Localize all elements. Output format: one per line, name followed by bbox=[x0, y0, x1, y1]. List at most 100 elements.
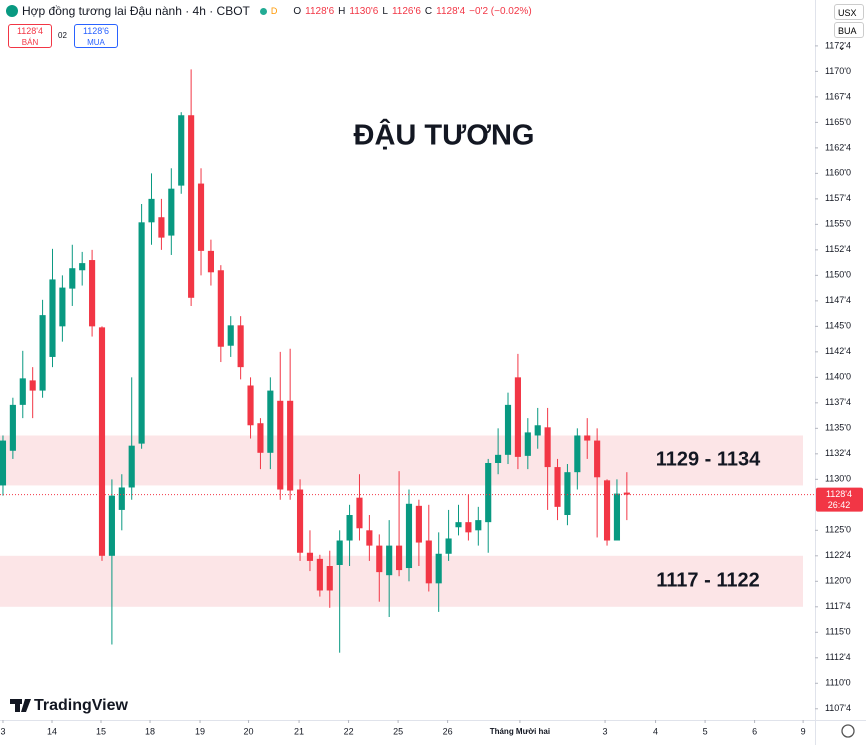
candle-body bbox=[475, 520, 482, 531]
y-tick-label: 1130'0 bbox=[825, 474, 851, 484]
candle-body bbox=[178, 115, 185, 186]
candle-body bbox=[49, 279, 56, 357]
candle-body bbox=[188, 115, 195, 298]
candle-body bbox=[336, 540, 343, 565]
price-axis-bg bbox=[815, 0, 866, 745]
candle-body bbox=[89, 260, 96, 327]
candle-body bbox=[554, 467, 561, 507]
ohlc-key: O bbox=[293, 5, 302, 17]
candle-body bbox=[217, 270, 224, 347]
candle-body bbox=[148, 198, 155, 223]
currency: USX bbox=[838, 8, 857, 18]
y-tick-label: 1165'0 bbox=[825, 117, 851, 127]
x-tick-label: 5 bbox=[703, 726, 708, 736]
candle-body bbox=[425, 540, 432, 584]
ohlc-value: 1126'6 bbox=[391, 5, 421, 17]
last-price-label: 1128'4 bbox=[826, 489, 852, 499]
unit: BUA bbox=[838, 26, 857, 36]
candle-body bbox=[514, 377, 521, 457]
spread: 02 bbox=[58, 31, 67, 40]
candle-body bbox=[197, 183, 205, 251]
candle-body bbox=[465, 522, 472, 533]
buy-button[interactable]: 1128'6 MUA bbox=[74, 24, 118, 48]
y-tick-label: 1107'4 bbox=[825, 703, 851, 713]
x-tick-label: 6 bbox=[752, 726, 757, 736]
last-price-box bbox=[816, 487, 863, 512]
candle-body bbox=[386, 545, 393, 576]
candle-body bbox=[227, 325, 234, 346]
y-tick-label: 1135'0 bbox=[825, 423, 851, 433]
chart-title: ĐẬU TƯƠNG bbox=[354, 118, 535, 152]
zone-label: 1117 - 1122 bbox=[656, 570, 759, 592]
candle-body bbox=[356, 497, 363, 529]
zones: 1129 - 1134 1117 - 1122 bbox=[0, 435, 803, 607]
candle-body bbox=[138, 222, 145, 444]
y-tick-label: 1132'4 bbox=[825, 448, 851, 458]
x-tick-label: 18 bbox=[145, 726, 155, 736]
candle-body bbox=[613, 493, 621, 541]
buy-price: 1128'6 bbox=[82, 26, 110, 36]
candle-body bbox=[257, 423, 264, 453]
ohlc-value: 1128'4 bbox=[436, 5, 466, 17]
y-tick-label: 1152'4 bbox=[825, 244, 851, 254]
candle-body bbox=[128, 445, 135, 488]
candle-body bbox=[39, 315, 46, 391]
candle-body bbox=[306, 552, 314, 561]
unit-select[interactable]: BUA ⌄ bbox=[834, 22, 864, 52]
candle-body bbox=[108, 495, 115, 556]
y-tick-label: 1150'0 bbox=[825, 270, 851, 280]
ohlc-key: H bbox=[338, 5, 346, 17]
candle-body bbox=[534, 425, 541, 436]
candle-body bbox=[445, 538, 452, 554]
y-tick-label: 1170'0 bbox=[825, 66, 851, 76]
buy-label: MUA bbox=[87, 38, 105, 47]
y-tick-label: 1140'0 bbox=[825, 372, 851, 382]
time-axis-bg bbox=[0, 720, 866, 745]
candles bbox=[0, 69, 630, 653]
candle-body bbox=[0, 440, 7, 486]
y-tick-label: 1137'4 bbox=[825, 397, 851, 407]
x-tick-label: 3 bbox=[603, 726, 608, 736]
x-tick-label: 22 bbox=[344, 726, 354, 736]
tv-logo bbox=[10, 699, 31, 712]
y-tick-label: 1157'4 bbox=[825, 193, 851, 203]
candle-body bbox=[574, 435, 581, 473]
ohlc-key: L bbox=[382, 5, 388, 17]
y-tick-label: 1162'4 bbox=[825, 142, 851, 152]
y-tick-label: 1160'0 bbox=[825, 168, 851, 178]
candle-body bbox=[118, 487, 125, 510]
x-tick-label: 21 bbox=[294, 726, 304, 736]
sell-button[interactable]: 1128'4 BÁN bbox=[8, 24, 52, 48]
candle-body bbox=[495, 454, 502, 464]
brand: TradingView bbox=[34, 697, 129, 714]
candle-body bbox=[455, 522, 462, 528]
candle-body bbox=[79, 263, 86, 271]
candle-body bbox=[603, 480, 611, 541]
symbol: Hợp đồng tương lai Đậu nành · 4h · CBOT bbox=[22, 4, 250, 18]
candle-body bbox=[564, 472, 571, 516]
settings-icon[interactable] bbox=[841, 724, 855, 738]
currency-select[interactable]: USX ⌄ bbox=[834, 4, 864, 34]
ohlc-value: 1130'6 bbox=[349, 5, 379, 17]
ohlc-key: C bbox=[424, 5, 433, 17]
candle-body bbox=[267, 390, 274, 453]
y-tick-label: 1115'0 bbox=[825, 627, 850, 637]
y-tick-label: 1167'4 bbox=[825, 91, 851, 101]
symbol-icon bbox=[6, 5, 18, 17]
candle-body bbox=[19, 378, 26, 405]
y-tick-label: 1117'4 bbox=[825, 601, 850, 611]
x-tick-label: 25 bbox=[393, 726, 403, 736]
candle-body bbox=[623, 492, 630, 495]
candle-body bbox=[405, 503, 413, 569]
y-tick-label: 1110'0 bbox=[825, 678, 850, 688]
x-tick-label: 15 bbox=[96, 726, 106, 736]
candle-body bbox=[29, 380, 36, 391]
header: Hợp đồng tương lai Đậu nành · 4h · CBOT … bbox=[6, 4, 532, 18]
x-tick-label: 19 bbox=[195, 726, 205, 736]
candle-body bbox=[247, 385, 254, 426]
candle-body bbox=[376, 545, 383, 573]
